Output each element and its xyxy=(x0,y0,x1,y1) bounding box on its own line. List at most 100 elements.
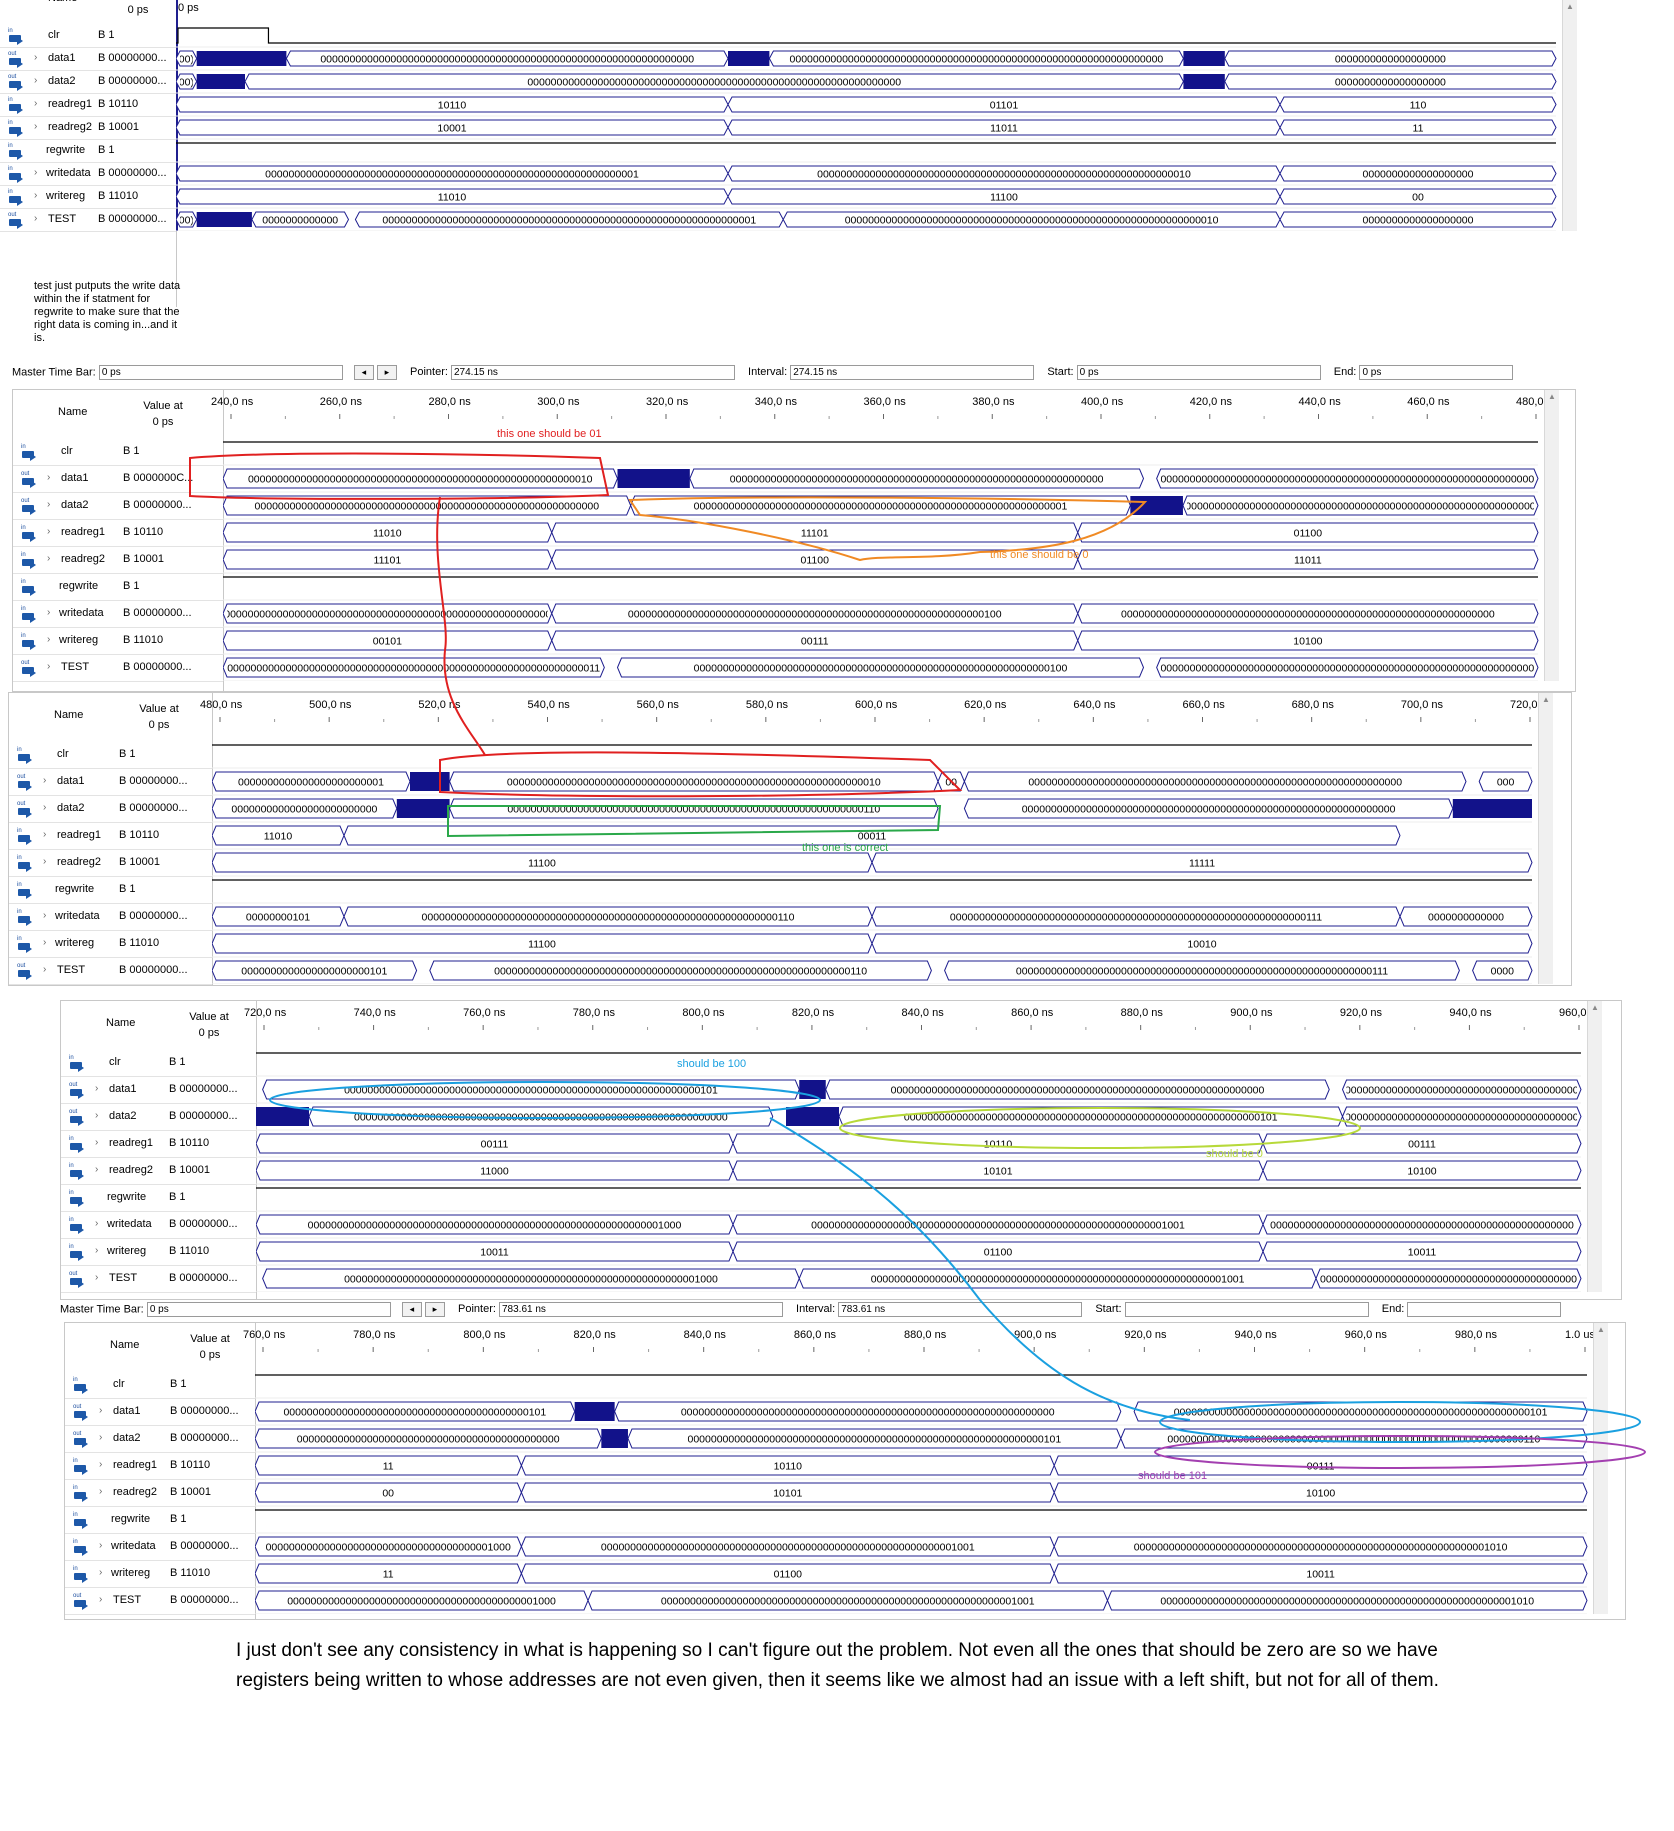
signal-row-writereg[interactable]: in › writereg B 11010 xyxy=(65,1560,255,1588)
signal-row-writedata[interactable]: in › writedata B 00000000... xyxy=(61,1211,256,1239)
signal-row-regwrite[interactable]: in regwrite B 1 xyxy=(65,1506,255,1534)
expand-chevron-icon[interactable]: › xyxy=(95,1136,99,1148)
signal-row-readreg2[interactable]: in › readreg2 B 10001 xyxy=(65,1479,255,1507)
expand-chevron-icon[interactable]: › xyxy=(47,471,51,483)
expand-chevron-icon[interactable]: › xyxy=(34,120,38,132)
next-transition-button[interactable]: ▸ xyxy=(424,1302,445,1317)
next-transition-button[interactable]: ▸ xyxy=(376,365,397,380)
signal-row-regwrite[interactable]: in regwrite B 1 xyxy=(0,139,176,163)
end-field[interactable]: 0 ps xyxy=(1359,365,1514,380)
value-column-header[interactable]: Value at 0 ps xyxy=(180,1331,240,1363)
expand-chevron-icon[interactable]: › xyxy=(99,1431,103,1443)
vertical-scrollbar[interactable]: ▲ xyxy=(1587,1001,1602,1292)
signal-row-readreg2[interactable]: in › readreg2 B 10001 xyxy=(61,1157,256,1185)
interval-field[interactable]: 274.15 ns xyxy=(790,365,1035,380)
prev-transition-button[interactable]: ◂ xyxy=(353,365,374,380)
expand-chevron-icon[interactable]: › xyxy=(47,606,51,618)
expand-chevron-icon[interactable]: › xyxy=(99,1539,103,1551)
expand-chevron-icon[interactable]: › xyxy=(95,1217,99,1229)
expand-chevron-icon[interactable]: › xyxy=(99,1485,103,1497)
vertical-scrollbar[interactable]: ▲ xyxy=(1544,390,1559,681)
signal-row-readreg1[interactable]: in › readreg1 B 10110 xyxy=(13,519,223,547)
expand-chevron-icon[interactable]: › xyxy=(47,660,51,672)
vertical-scrollbar[interactable]: ▲ xyxy=(1562,0,1577,231)
master-time-bar-field[interactable]: 0 ps xyxy=(146,1302,391,1317)
pointer-field[interactable]: 783.61 ns xyxy=(498,1302,783,1317)
signal-row-test[interactable]: out › TEST B 00000000... xyxy=(61,1265,256,1293)
expand-chevron-icon[interactable]: › xyxy=(95,1244,99,1256)
waveform-area[interactable]: 00) 0000000000000000000000000000000000000… xyxy=(176,0,1576,231)
expand-chevron-icon[interactable]: › xyxy=(43,801,47,813)
signal-row-test[interactable]: out › TEST B 00000000... xyxy=(0,208,176,232)
name-column-header[interactable]: Name xyxy=(110,1339,140,1351)
waveform-area[interactable]: 0000000000000000000000000000000000000000… xyxy=(256,1001,1601,1292)
signal-row-clr[interactable]: in clr B 1 xyxy=(0,24,176,48)
expand-chevron-icon[interactable]: › xyxy=(34,51,38,63)
signal-row-data2[interactable]: out › data2 B 00000000... xyxy=(13,492,223,520)
expand-chevron-icon[interactable]: › xyxy=(47,498,51,510)
expand-chevron-icon[interactable]: › xyxy=(34,97,38,109)
signal-row-readreg1[interactable]: in › readreg1 B 10110 xyxy=(9,822,212,850)
signal-row-regwrite[interactable]: in regwrite B 1 xyxy=(13,573,223,601)
signal-row-data1[interactable]: out › data1 B 00000000... xyxy=(0,47,176,71)
start-field[interactable] xyxy=(1124,1302,1369,1317)
signal-row-writereg[interactable]: in › writereg B 11010 xyxy=(13,627,223,655)
waveform-area[interactable]: 0000000000000000000000000000000000000000… xyxy=(255,1323,1607,1614)
scroll-up-arrow-icon[interactable]: ▲ xyxy=(1597,1325,1605,1334)
signal-row-clr[interactable]: in clr B 1 xyxy=(65,1371,255,1399)
expand-chevron-icon[interactable]: › xyxy=(47,525,51,537)
expand-chevron-icon[interactable]: › xyxy=(43,909,47,921)
signal-row-readreg1[interactable]: in › readreg1 B 10110 xyxy=(0,93,176,117)
waveform-area[interactable]: 0000000000000000000000000000000000000000… xyxy=(223,390,1558,681)
expand-chevron-icon[interactable]: › xyxy=(34,212,38,224)
signal-row-regwrite[interactable]: in regwrite B 1 xyxy=(9,876,212,904)
signal-row-test[interactable]: out › TEST B 00000000... xyxy=(9,957,212,985)
name-column-header[interactable]: Name xyxy=(106,1017,136,1029)
signal-row-readreg1[interactable]: in › readreg1 B 10110 xyxy=(61,1130,256,1158)
signal-row-data1[interactable]: out › data1 B 00000000... xyxy=(65,1398,255,1426)
signal-row-data2[interactable]: out › data2 B 00000000... xyxy=(61,1103,256,1131)
expand-chevron-icon[interactable]: › xyxy=(95,1109,99,1121)
signal-row-readreg2[interactable]: in › readreg2 B 10001 xyxy=(13,546,223,574)
signal-row-data2[interactable]: out › data2 B 00000000... xyxy=(9,795,212,823)
signal-row-writedata[interactable]: in › writedata B 00000000... xyxy=(65,1533,255,1561)
signal-row-readreg1[interactable]: in › readreg1 B 10110 xyxy=(65,1452,255,1480)
signal-row-test[interactable]: out › TEST B 00000000... xyxy=(13,654,223,682)
value-column-header[interactable]: 0 ps xyxy=(108,2,168,18)
signal-row-writedata[interactable]: in › writedata B 00000000... xyxy=(0,162,176,186)
signal-row-readreg2[interactable]: in › readreg2 B 10001 xyxy=(9,849,212,877)
expand-chevron-icon[interactable]: › xyxy=(47,552,51,564)
expand-chevron-icon[interactable]: › xyxy=(95,1163,99,1175)
signal-row-clr[interactable]: in clr B 1 xyxy=(61,1049,256,1077)
name-column-header[interactable]: Name xyxy=(54,709,84,721)
vertical-scrollbar[interactable]: ▲ xyxy=(1593,1323,1608,1614)
expand-chevron-icon[interactable]: › xyxy=(99,1458,103,1470)
scroll-up-arrow-icon[interactable]: ▲ xyxy=(1591,1003,1599,1012)
signal-row-regwrite[interactable]: in regwrite B 1 xyxy=(61,1184,256,1212)
expand-chevron-icon[interactable]: › xyxy=(43,855,47,867)
expand-chevron-icon[interactable]: › xyxy=(43,828,47,840)
signal-row-writedata[interactable]: in › writedata B 00000000... xyxy=(13,600,223,628)
signal-row-writereg[interactable]: in › writereg B 11010 xyxy=(9,930,212,958)
pointer-field[interactable]: 274.15 ns xyxy=(450,365,735,380)
signal-row-readreg2[interactable]: in › readreg2 B 10001 xyxy=(0,116,176,140)
signal-row-data2[interactable]: out › data2 B 00000000... xyxy=(0,70,176,94)
name-column-header[interactable]: Name xyxy=(48,0,77,4)
value-column-header[interactable]: Value at 0 ps xyxy=(179,1009,239,1041)
signal-row-test[interactable]: out › TEST B 00000000... xyxy=(65,1587,255,1615)
signal-row-writereg[interactable]: in › writereg B 11010 xyxy=(61,1238,256,1266)
scroll-up-arrow-icon[interactable]: ▲ xyxy=(1548,392,1556,401)
expand-chevron-icon[interactable]: › xyxy=(47,633,51,645)
scroll-up-arrow-icon[interactable]: ▲ xyxy=(1566,2,1574,11)
expand-chevron-icon[interactable]: › xyxy=(43,963,47,975)
expand-chevron-icon[interactable]: › xyxy=(34,166,38,178)
signal-row-data1[interactable]: out › data1 B 0000000C... xyxy=(13,465,223,493)
waveform-area[interactable]: 0000000000000000000000001 000000000000000… xyxy=(212,693,1552,984)
scroll-up-arrow-icon[interactable]: ▲ xyxy=(1542,695,1550,704)
signal-row-data1[interactable]: out › data1 B 00000000... xyxy=(61,1076,256,1104)
end-field[interactable] xyxy=(1407,1302,1562,1317)
expand-chevron-icon[interactable]: › xyxy=(95,1082,99,1094)
master-time-bar-field[interactable]: 0 ps xyxy=(98,365,343,380)
signal-row-writedata[interactable]: in › writedata B 00000000... xyxy=(9,903,212,931)
expand-chevron-icon[interactable]: › xyxy=(34,189,38,201)
